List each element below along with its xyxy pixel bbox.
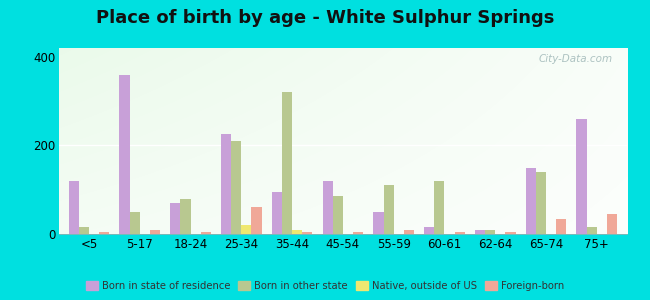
Bar <box>454 232 465 234</box>
Bar <box>607 214 617 234</box>
Bar <box>69 181 79 234</box>
Bar <box>577 119 586 234</box>
Bar <box>485 230 495 234</box>
Text: Place of birth by age - White Sulphur Springs: Place of birth by age - White Sulphur Sp… <box>96 9 554 27</box>
Bar <box>384 185 394 234</box>
Bar <box>556 218 566 234</box>
Bar <box>475 230 485 234</box>
Bar <box>302 232 313 234</box>
Bar <box>506 232 515 234</box>
Bar <box>99 232 109 234</box>
Bar <box>181 199 190 234</box>
Bar <box>129 212 140 234</box>
Bar <box>373 212 384 234</box>
Bar <box>586 227 597 234</box>
Bar <box>292 230 302 234</box>
Bar <box>170 203 181 234</box>
Bar <box>434 181 445 234</box>
Bar <box>79 227 89 234</box>
Bar <box>322 181 333 234</box>
Text: City-Data.com: City-Data.com <box>539 54 613 64</box>
Bar <box>424 227 434 234</box>
Bar <box>272 192 282 234</box>
Bar <box>333 196 343 234</box>
Bar <box>150 230 160 234</box>
Bar <box>404 230 414 234</box>
Bar <box>282 92 292 234</box>
Legend: Born in state of residence, Born in other state, Native, outside of US, Foreign-: Born in state of residence, Born in othe… <box>82 277 568 295</box>
Bar <box>241 225 252 234</box>
Bar <box>120 75 129 234</box>
Bar <box>231 141 241 234</box>
Bar <box>526 168 536 234</box>
Bar <box>536 172 546 234</box>
Bar <box>252 207 261 234</box>
Bar <box>353 232 363 234</box>
Bar <box>201 232 211 234</box>
Bar <box>221 134 231 234</box>
